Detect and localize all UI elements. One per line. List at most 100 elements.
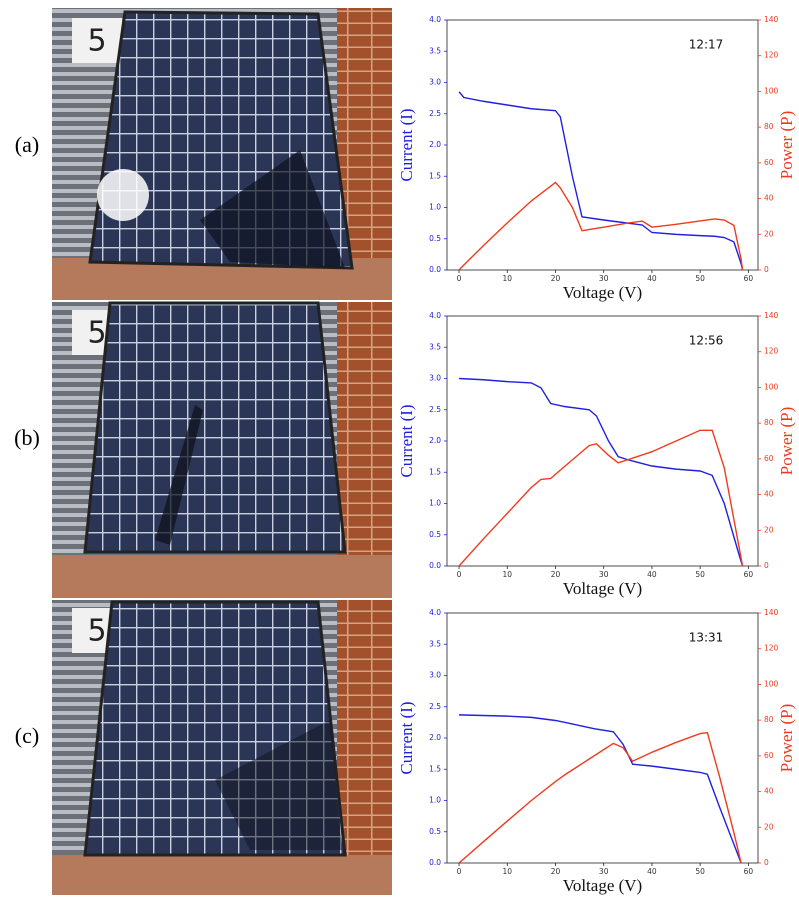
y-tick-label: 2.5 [429,405,441,414]
annotation: 12:17 [689,38,724,52]
y-tick-label: 2.0 [429,436,441,445]
y2-tick-label: 80 [764,418,774,427]
annotation: 12:56 [689,334,724,348]
x-tick-label: 30 [599,570,609,579]
y2-tick-label: 100 [764,382,779,391]
y-tick-label: 4.0 [429,311,441,320]
y-tick-label: 2.0 [429,733,441,742]
x-tick-label: 30 [599,867,609,876]
y2-tick-label: 0 [764,561,769,570]
y2-tick-label: 60 [764,751,774,760]
y-tick-label: 1.0 [429,203,441,212]
x-tick-label: 10 [502,570,512,579]
y-axis-label: Current (I) [397,108,416,181]
y-tick-label: 0.0 [429,265,441,274]
x-tick-label: 0 [457,867,462,876]
series-line [458,181,744,271]
y2-tick-label: 20 [764,822,774,831]
photo: 5 [52,8,392,300]
x-tick-label: 10 [502,274,512,283]
y-axis-label: Current (I) [397,701,416,774]
x-tick-label: 0 [457,570,462,579]
y2-tick-label: 100 [764,679,779,688]
y2-tick-label: 80 [764,122,774,131]
photo: 5 [52,301,392,598]
panel-label: (a) [15,132,39,157]
svg-text:5: 5 [87,614,106,649]
y2-tick-label: 20 [764,229,774,238]
y-tick-label: 3.5 [429,639,441,648]
y2-tick-label: 0 [764,265,769,274]
y2-axis-label: Power (P) [777,111,796,179]
y2-tick-label: 120 [764,347,779,356]
y2-tick-label: 140 [764,15,779,24]
x-axis-label: Voltage (V) [563,876,642,895]
photo: 5 [52,600,392,895]
annotation: 13:31 [689,631,724,645]
x-tick-label: 0 [457,274,462,283]
series-line [458,731,742,864]
y2-axis-label: Power (P) [777,704,796,772]
x-tick-label: 30 [599,274,609,283]
y2-tick-label: 0 [764,858,769,867]
plot-frame [446,19,759,271]
x-axis-label: Voltage (V) [563,283,642,302]
y2-tick-label: 140 [764,608,779,617]
y-tick-label: 3.0 [429,78,441,87]
y2-tick-label: 100 [764,86,779,95]
x-tick-label: 20 [551,867,561,876]
y2-tick-label: 40 [764,787,774,796]
y-tick-label: 3.0 [429,374,441,383]
x-tick-label: 10 [502,867,512,876]
x-tick-label: 40 [647,570,657,579]
y-tick-label: 3.0 [429,671,441,680]
x-tick-label: 20 [551,274,561,283]
y-tick-label: 2.5 [429,702,441,711]
y2-tick-label: 60 [764,454,774,463]
y-tick-label: 0.5 [429,234,441,243]
y2-tick-label: 60 [764,158,774,167]
x-axis-label: Voltage (V) [563,579,642,598]
y-tick-label: 1.0 [429,499,441,508]
y-tick-label: 0.0 [429,858,441,867]
y-tick-label: 3.5 [429,46,441,55]
y2-axis-label: Power (P) [777,407,796,475]
svg-text:5: 5 [87,24,106,59]
y-tick-label: 1.5 [429,764,441,773]
y2-tick-label: 40 [764,194,774,203]
x-tick-label: 50 [695,570,705,579]
y2-tick-label: 120 [764,51,779,60]
series-line [459,377,744,567]
x-tick-label: 40 [647,867,657,876]
x-tick-label: 60 [744,274,754,283]
y-tick-label: 4.0 [429,608,441,617]
x-tick-label: 50 [695,274,705,283]
y2-tick-label: 20 [764,525,774,534]
y2-tick-label: 40 [764,490,774,499]
x-tick-label: 60 [744,570,754,579]
y-tick-label: 0.5 [429,827,441,836]
panel-label: (c) [15,723,39,748]
series-line [458,91,744,271]
x-tick-label: 60 [744,867,754,876]
y-tick-label: 2.5 [429,109,441,118]
x-tick-label: 20 [551,570,561,579]
x-tick-label: 50 [695,867,705,876]
y-tick-label: 3.5 [429,342,441,351]
y-tick-label: 2.0 [429,140,441,149]
y-tick-label: 1.0 [429,796,441,805]
plot-frame [446,612,759,864]
y-tick-label: 4.0 [429,15,441,24]
y-tick-label: 1.5 [429,171,441,180]
series-line [458,429,744,567]
y-tick-label: 1.5 [429,467,441,476]
y-tick-label: 0.5 [429,530,441,539]
panel-label: (b) [14,425,40,450]
y2-tick-label: 80 [764,715,774,724]
photo-group: 5 5 5 [52,8,392,895]
y2-tick-label: 140 [764,311,779,320]
series-line [459,714,742,864]
y-axis-label: Current (I) [397,404,416,477]
y2-tick-label: 120 [764,644,779,653]
